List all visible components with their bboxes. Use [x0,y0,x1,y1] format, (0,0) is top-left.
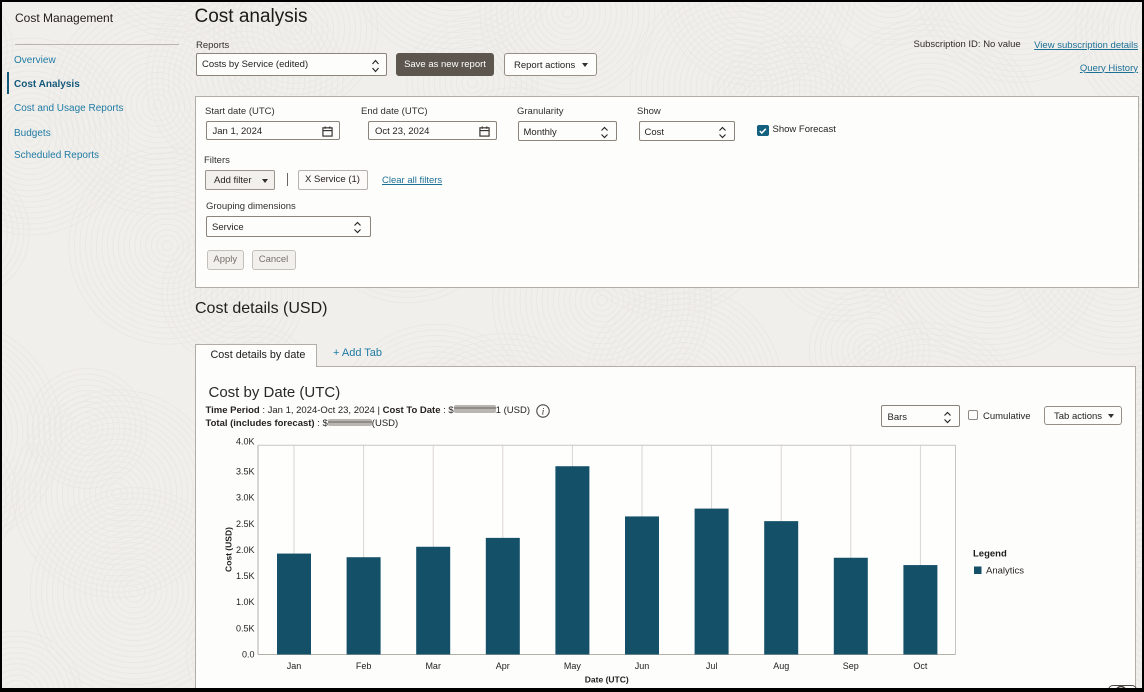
svg-text:Aug: Aug [773,661,789,671]
svg-text:3.0K: 3.0K [236,493,255,503]
svg-text:Jul: Jul [706,661,718,671]
svg-text:Date (UTC): Date (UTC) [585,675,629,685]
svg-text:May: May [564,661,582,671]
svg-text:Mar: Mar [425,661,441,671]
svg-text:3.5K: 3.5K [236,466,255,476]
svg-text:Jun: Jun [635,661,650,671]
svg-text:4.0K: 4.0K [236,436,255,446]
svg-text:Legend: Legend [973,549,1007,560]
svg-text:0.5K: 0.5K [236,623,255,633]
svg-text:2.0K: 2.0K [236,545,255,555]
svg-text:Jan: Jan [287,661,302,671]
svg-text:Cost (USD): Cost (USD) [224,527,234,572]
svg-text:Analytics: Analytics [986,566,1024,577]
svg-text:i: i [542,406,545,416]
svg-text:1.5K: 1.5K [236,571,255,581]
svg-text:Feb: Feb [356,661,372,671]
svg-text:Apr: Apr [496,661,510,671]
svg-text:2.5K: 2.5K [236,519,255,529]
svg-text:Oct: Oct [913,661,928,671]
svg-text:1.0K: 1.0K [236,597,255,607]
svg-text:Sep: Sep [843,661,859,671]
svg-text:0.0: 0.0 [242,650,255,660]
